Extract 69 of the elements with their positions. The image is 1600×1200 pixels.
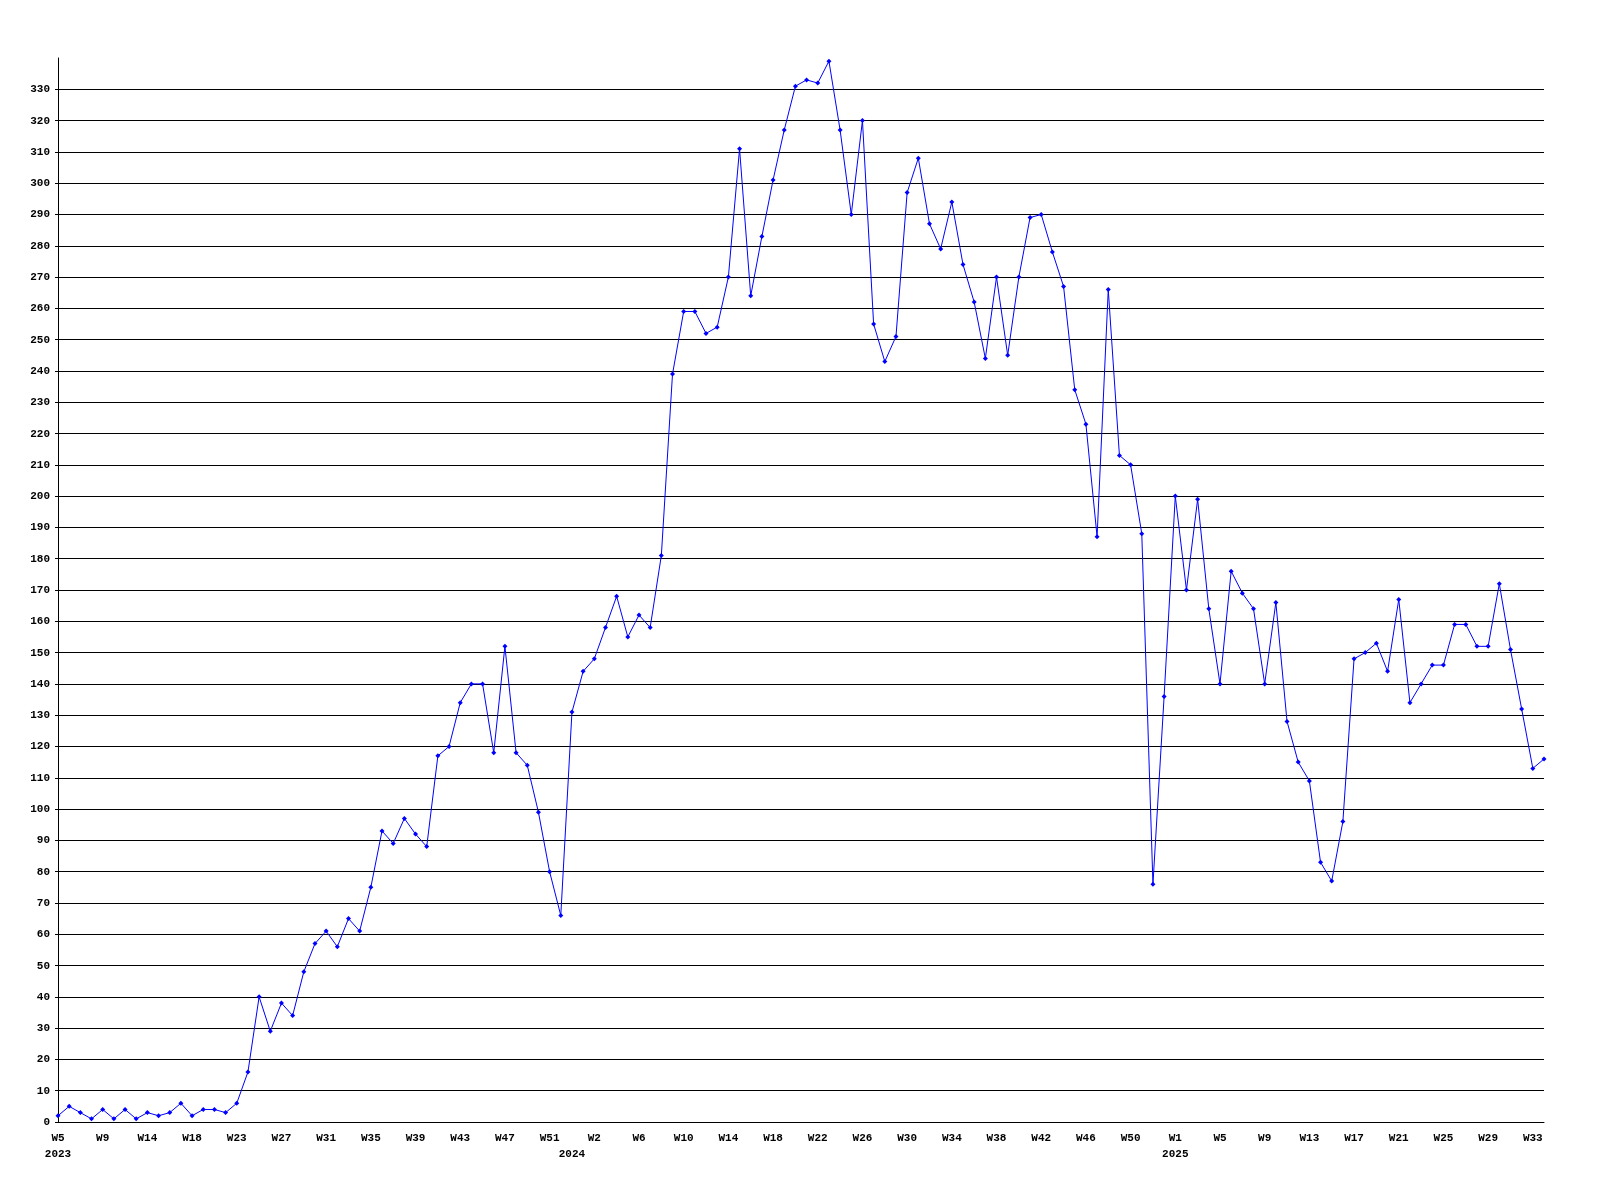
y-tick-label: 120 — [30, 740, 50, 753]
x-tick-label: W14 — [718, 1132, 739, 1144]
x-tick-label: W21 — [1388, 1132, 1410, 1144]
y-tick-label: 190 — [30, 521, 50, 534]
y-tick-label: 220 — [30, 427, 50, 440]
x-tick-label: W5 2023 — [44, 1132, 72, 1160]
x-tick-label: W23 — [226, 1132, 248, 1144]
x-tick-label: W35 — [360, 1132, 382, 1144]
y-tick-label: 300 — [30, 177, 50, 190]
y-tick-label: 200 — [30, 490, 50, 503]
y-tick-label: 140 — [30, 677, 50, 690]
y-tick-label: 0 — [43, 1116, 50, 1128]
x-tick-label: W18 — [182, 1132, 203, 1144]
x-tick-label: W47 — [495, 1132, 515, 1144]
x-tick-label: W2 — [587, 1132, 601, 1144]
x-tick-label: W50 — [1120, 1132, 1141, 1144]
y-tick-label: 40 — [36, 990, 50, 1003]
x-tick-label: W33 — [1522, 1132, 1544, 1144]
x-tick-label: W34 — [941, 1132, 963, 1144]
y-tick-label: 230 — [30, 396, 50, 409]
y-tick-label: 240 — [30, 364, 50, 377]
y-tick-label: 90 — [36, 834, 50, 847]
x-tick-label: W43 — [450, 1132, 471, 1144]
x-tick-label: W27 — [271, 1132, 292, 1144]
y-tick-label: 210 — [30, 458, 50, 471]
y-tick-label: 270 — [30, 271, 50, 284]
y-tick-label: 180 — [30, 552, 50, 565]
x-tick-label: W1 2025 — [1162, 1132, 1189, 1160]
x-tick-label: W51 — [539, 1132, 560, 1144]
x-tick-label: W42 — [1031, 1132, 1052, 1144]
x-tick-label: W6 — [632, 1132, 646, 1144]
x-tick-label: W17 — [1344, 1132, 1364, 1144]
x-tick-label: W29 — [1478, 1132, 1499, 1144]
x-tick-label: W10 — [673, 1132, 694, 1144]
y-tick-label: 290 — [30, 208, 50, 221]
y-tick-label: 60 — [36, 928, 50, 941]
y-tick-label: 100 — [30, 803, 50, 816]
y-tick-label: 310 — [30, 145, 50, 158]
x-tick-label: W5 — [1213, 1132, 1227, 1144]
y-tick-label: 260 — [30, 302, 50, 315]
x-tick-label: 2024 — [558, 1148, 586, 1160]
y-tick-label: 50 — [36, 959, 50, 972]
x-tick-label: W13 — [1299, 1132, 1320, 1144]
y-tick-label: 150 — [30, 646, 50, 659]
x-tick-label: W26 — [852, 1132, 873, 1144]
x-tick-label: W39 — [405, 1132, 426, 1144]
x-tick-label: W9 — [96, 1132, 110, 1144]
y-tick-label: 170 — [30, 584, 50, 596]
y-tick-label: 330 — [30, 83, 50, 96]
x-tick-label: W38 — [986, 1132, 1007, 1144]
y-tick-label: 10 — [36, 1084, 50, 1097]
x-tick-label: W46 — [1076, 1132, 1096, 1144]
y-tick-label: 80 — [36, 865, 50, 878]
x-tick-label: W22 — [807, 1132, 828, 1144]
x-tick-label: W25 — [1433, 1132, 1454, 1144]
y-tick-label: 30 — [36, 1022, 50, 1035]
y-tick-label: 160 — [30, 615, 50, 628]
x-tick-label: W30 — [897, 1132, 918, 1144]
y-tick-label: 280 — [30, 239, 50, 252]
x-tick-label: W9 — [1258, 1132, 1272, 1144]
x-tick-label: W31 — [316, 1132, 337, 1144]
y-tick-label: 20 — [36, 1053, 50, 1066]
y-tick-label: 70 — [36, 896, 50, 909]
y-tick-label: 320 — [30, 114, 50, 127]
x-tick-label: W14 — [137, 1132, 158, 1144]
y-tick-label: 110 — [30, 771, 50, 784]
y-tick-label: 250 — [30, 333, 50, 346]
y-tick-label: 130 — [30, 709, 50, 722]
x-tick-label: W18 — [763, 1132, 784, 1144]
